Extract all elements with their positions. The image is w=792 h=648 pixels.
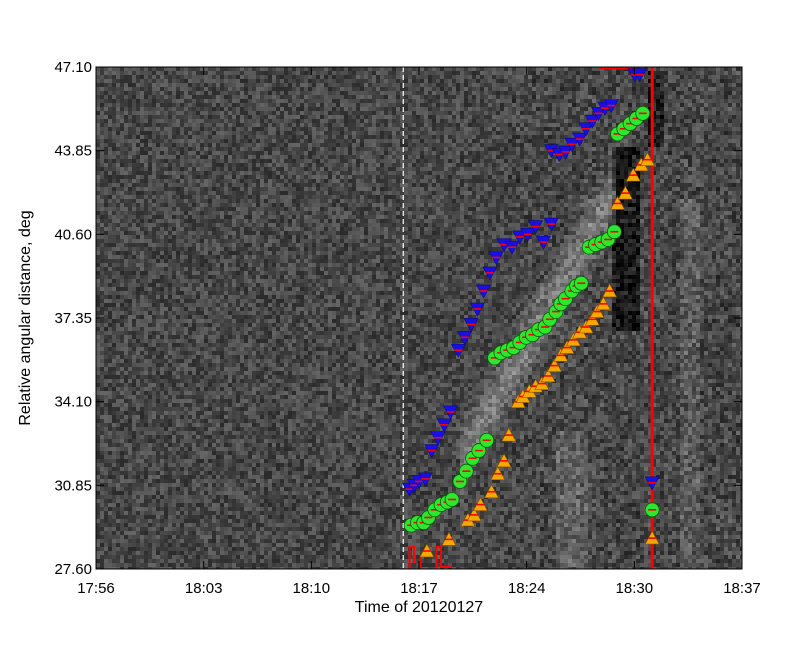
x-tick-label-5: 18:24 [508,580,546,597]
y-tick-label-4: 37.35 [54,310,92,327]
x-axis-label: Time of 20120127 [355,599,483,616]
x-tick-label-4: 18:17 [400,580,438,597]
y-tick-label-3: 34.10 [54,394,92,411]
x-tick-label-6: 18:30 [616,580,654,597]
y-tick-label-7: 47.10 [54,59,92,76]
y-tick-label-6: 43.85 [54,143,92,160]
grayscale-background-map [96,67,742,569]
x-axis-ticks: 17:56 18:03 18:10 18:17 18:24 18:30 18:37 [77,67,761,597]
y-axis-label: Relative angular distance, deg [17,210,34,425]
y-axis-ticks: 27.60 30.85 34.10 37.35 40.60 43.85 47.10 [54,59,742,578]
bottom-red-trace [408,546,453,569]
y-tick-label-5: 40.60 [54,226,92,243]
x-tick-label-2: 18:03 [185,580,223,597]
data-marks [402,68,660,558]
y-tick-label-2: 30.85 [54,477,92,494]
x-tick-label-3: 18:10 [293,580,331,597]
x-tick-label-1: 17:56 [77,580,115,597]
x-tick-label-7: 18:37 [723,580,761,597]
y-tick-label-1: 27.60 [54,561,92,578]
